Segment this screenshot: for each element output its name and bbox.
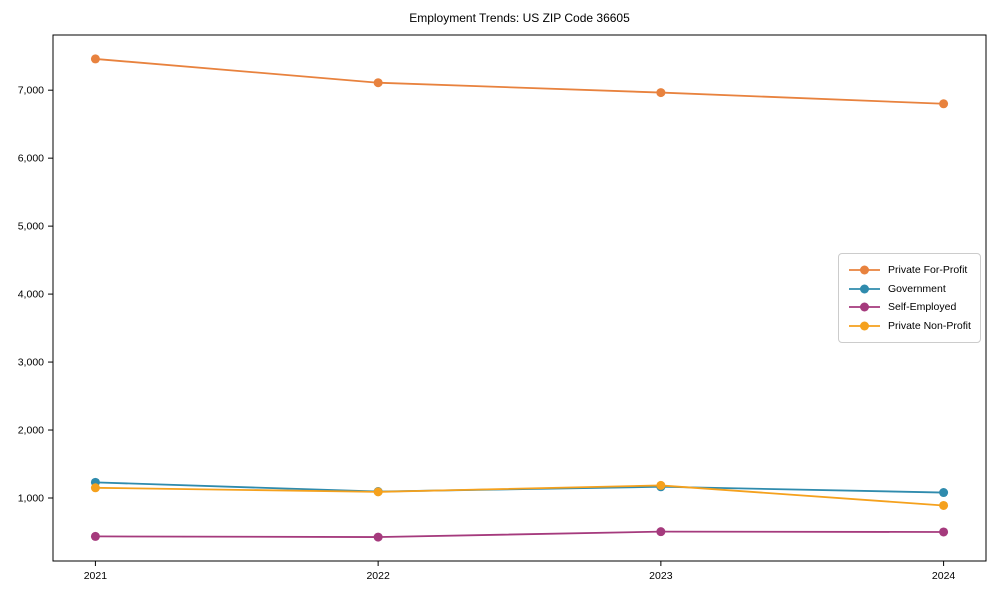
plot-border xyxy=(52,34,987,562)
legend-line-marker-icon xyxy=(849,265,880,275)
chart-title: Employment Trends: US ZIP Code 36605 xyxy=(409,11,630,25)
legend-entry-self-employed: Self-Employed xyxy=(848,298,971,316)
y-axis-tick-label: 5,000 xyxy=(18,221,44,233)
data-point-marker xyxy=(656,480,666,490)
data-point-marker xyxy=(90,531,100,541)
legend-marker xyxy=(860,265,869,275)
legend-entry-private-for-profit: Private For-Profit xyxy=(848,261,971,279)
legend-line-marker-icon xyxy=(849,321,880,331)
x-axis-tick-label: 2021 xyxy=(84,570,108,582)
legend-line-marker-icon xyxy=(849,284,880,294)
legend-label: Self-Employed xyxy=(888,301,957,314)
y-axis-tick-label: 1,000 xyxy=(18,492,44,504)
data-point-marker xyxy=(90,483,100,493)
series-line-private-non-profit xyxy=(95,484,944,507)
legend-marker xyxy=(860,321,869,331)
data-point-marker xyxy=(656,88,666,98)
data-point-marker xyxy=(939,527,949,537)
y-axis-tick-label: 6,000 xyxy=(18,153,44,165)
legend-marker xyxy=(860,284,869,294)
data-point-marker xyxy=(939,99,949,109)
data-point-marker xyxy=(656,527,666,537)
legend: Private For-Profit Government Self-Employe… xyxy=(838,253,981,343)
y-axis-tick-label: 3,000 xyxy=(18,357,44,369)
data-point-marker xyxy=(90,54,100,64)
series-line-government xyxy=(95,481,944,494)
y-axis-tick-label: 4,000 xyxy=(18,289,44,301)
legend-line-marker-icon xyxy=(849,302,880,312)
legend-label: Private Non-Profit xyxy=(888,319,971,332)
data-point-marker xyxy=(373,532,383,542)
legend-marker xyxy=(860,302,869,312)
x-axis-tick-label: 2022 xyxy=(366,570,390,582)
data-point-marker xyxy=(939,488,949,498)
data-point-marker xyxy=(373,487,383,497)
series-line-self-employed xyxy=(95,530,944,538)
series-line-private-for-profit xyxy=(95,58,944,105)
y-axis-tick-label: 7,000 xyxy=(18,85,44,97)
legend-entry-government: Government xyxy=(848,280,971,298)
legend-label: Government xyxy=(888,282,946,295)
data-point-marker xyxy=(939,500,949,510)
y-axis-tick-label: 2,000 xyxy=(18,425,44,437)
legend-entry-private-non-profit: Private Non-Profit xyxy=(848,317,971,335)
x-axis-tick-label: 2023 xyxy=(649,570,673,582)
data-point-marker xyxy=(373,78,383,88)
x-axis-tick-label: 2024 xyxy=(932,570,956,582)
legend-label: Private For-Profit xyxy=(888,264,968,276)
